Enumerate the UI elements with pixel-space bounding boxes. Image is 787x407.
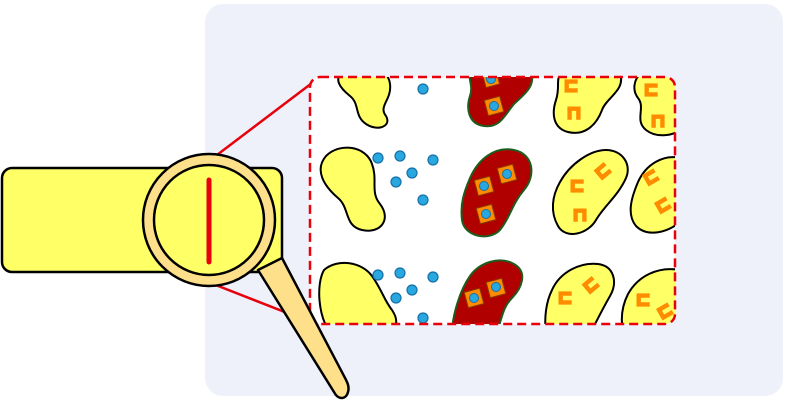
- zoom-window-border: [308, 75, 677, 326]
- magnifier-handle: [256, 256, 350, 400]
- yellow-cell: [318, 261, 398, 324]
- yellow-c-cell: [544, 262, 615, 324]
- orange-squares: [463, 77, 518, 309]
- magnifier-icon: [141, 152, 350, 400]
- zoom-window: [310, 77, 675, 324]
- red-cell: [450, 259, 524, 324]
- yellow-cell: [319, 146, 386, 232]
- zoom-line-top: [212, 79, 317, 159]
- yellow-cell: [337, 77, 392, 129]
- blue-dots: [372, 83, 439, 324]
